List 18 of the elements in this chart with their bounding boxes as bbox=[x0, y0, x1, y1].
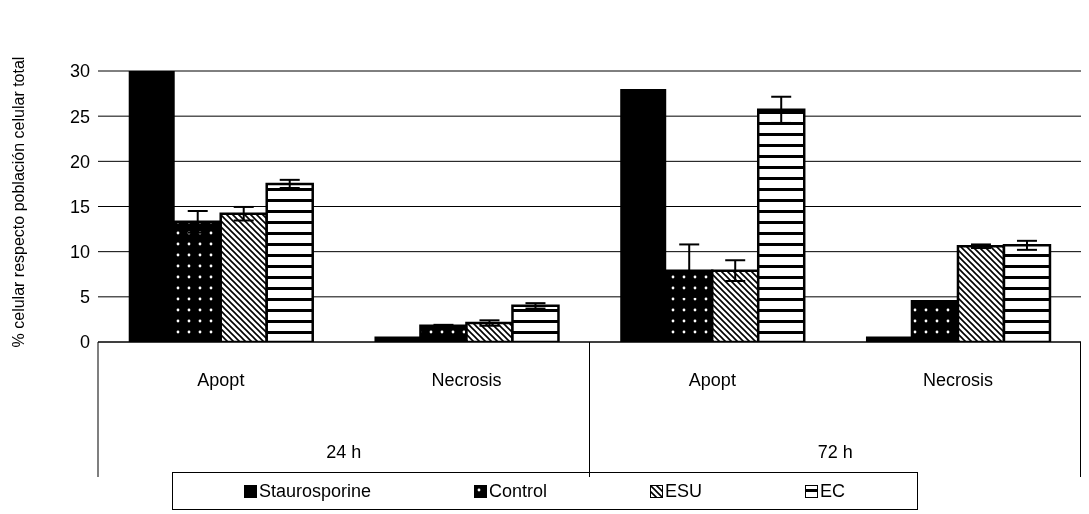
legend-label: Staurosporine bbox=[257, 480, 372, 502]
legend-label: ESU bbox=[664, 480, 702, 502]
y-tick-label: 15 bbox=[69, 196, 90, 217]
y-tick-label: 30 bbox=[69, 61, 90, 82]
x-tick-label: Necrosis bbox=[431, 370, 502, 390]
text: 72 h bbox=[817, 442, 853, 462]
x-tick-label: Necrosis bbox=[923, 370, 994, 390]
text: 24 h bbox=[326, 442, 362, 462]
y-tick-label: 0 bbox=[79, 332, 90, 353]
legend-label: Control bbox=[488, 480, 548, 502]
x-tick-label: Apopt bbox=[688, 370, 736, 390]
y-tick-label: 10 bbox=[69, 242, 90, 263]
y-tick-label: 20 bbox=[69, 151, 90, 172]
y-axis-title: % celular respecto población celular total bbox=[10, 56, 28, 347]
legend-label: EC bbox=[818, 480, 845, 502]
y-tick-label: 25 bbox=[69, 106, 90, 127]
y-tick-label: 5 bbox=[79, 287, 90, 308]
x-tick-label: Apopt bbox=[197, 370, 245, 390]
